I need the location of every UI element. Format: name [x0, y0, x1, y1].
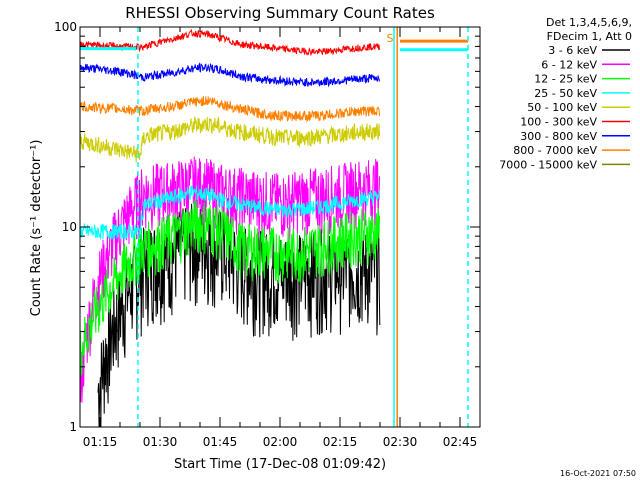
annotation-label: S [387, 32, 394, 45]
x-tick-label: 02:00 [263, 435, 298, 449]
axes-layer: 100 10 1 01:15 01:30 01:45 02:00 02:15 02:30 02:4… [54, 20, 481, 449]
x-tick-label: 02:45 [443, 435, 478, 449]
legend-entry-label: 12 - 25 keV [534, 73, 597, 86]
legend-entry-label: 50 - 100 keV [527, 101, 597, 114]
legend-entry-label: 7000 - 15000 keV [499, 158, 597, 171]
legend-header-line-1: Det 1,3,4,5,6,9, [546, 16, 632, 29]
legend: Det 1,3,4,5,6,9, FDecim 1, Att 0 3 - 6 k… [499, 16, 632, 171]
chart-title: RHESSI Observing Summary Count Rates [125, 4, 435, 22]
legend-entry-label: 300 - 800 keV [520, 130, 597, 143]
x-axis-label: Start Time (17-Dec-08 01:09:42) [174, 457, 386, 472]
legend-entry-label: 6 - 12 keV [541, 58, 597, 71]
legend-header-line-2: FDecim 1, Att 0 [547, 30, 632, 43]
legend-entry-label: 100 - 300 keV [520, 116, 597, 129]
series-line [79, 185, 380, 240]
y-tick-label: 1 [69, 420, 77, 434]
series-line [79, 96, 380, 123]
legend-entry-label: 800 - 7000 keV [513, 144, 597, 157]
legend-entry-label: 25 - 50 keV [534, 87, 597, 100]
y-axis-label: Count Rate (s⁻¹ detector⁻¹) [29, 140, 44, 317]
series-line [79, 115, 380, 163]
y-tick-label: 10 [62, 220, 77, 234]
x-tick-label: 01:45 [203, 435, 238, 449]
marker-layer: S [80, 27, 469, 427]
x-tick-label: 02:30 [383, 435, 418, 449]
x-tick-label: 01:15 [83, 435, 118, 449]
series-line [79, 199, 380, 377]
footer-timestamp: 16-Oct-2021 07:50 [560, 469, 636, 478]
x-tick-label: 01:30 [143, 435, 178, 449]
series-layer [79, 28, 381, 428]
x-tick-label: 02:15 [323, 435, 358, 449]
legend-entry-label: 3 - 6 keV [548, 44, 597, 57]
series-line [79, 156, 380, 403]
y-tick-label: 100 [54, 20, 77, 34]
series-line [79, 62, 380, 88]
series-line [79, 28, 380, 57]
